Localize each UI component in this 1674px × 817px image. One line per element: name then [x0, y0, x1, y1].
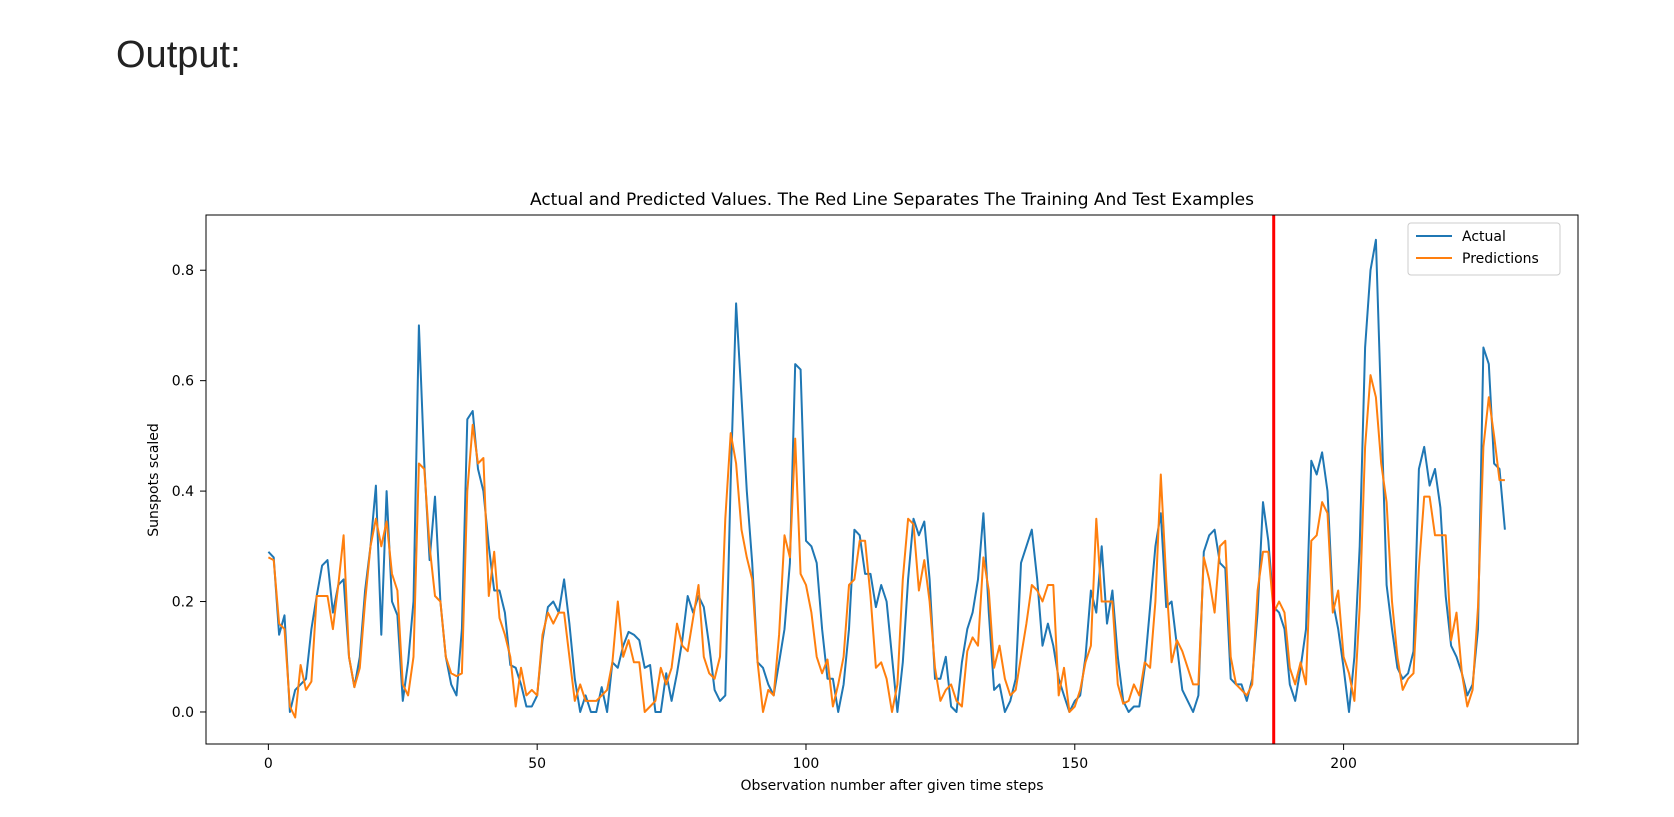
y-tick-label: 0.0 — [172, 705, 194, 721]
x-axis-ticks: 0 50 100 150 200 — [264, 744, 1357, 772]
slide-heading: Output: — [116, 34, 241, 76]
y-tick-label: 0.6 — [172, 374, 194, 390]
plot-frame — [205, 214, 1579, 745]
x-tick-label: 0 — [264, 756, 273, 772]
series-line-actual — [267, 238, 1506, 713]
x-tick-label: 100 — [793, 756, 820, 772]
x-tick-label: 150 — [1061, 756, 1088, 772]
x-tick-label: 200 — [1330, 756, 1357, 772]
y-tick-label: 0.8 — [172, 263, 194, 279]
legend-label-predictions: Predictions — [1462, 251, 1539, 267]
series-line-predictions — [267, 374, 1505, 719]
y-tick-label: 0.4 — [172, 484, 194, 500]
chart-title: Actual and Predicted Values. The Red Lin… — [530, 190, 1254, 210]
x-axis-label: Observation number after given time step… — [740, 778, 1043, 794]
series-lines — [267, 238, 1506, 719]
legend: Actual Predictions — [1407, 222, 1561, 276]
y-axis-label: Sunspots scaled — [146, 423, 162, 537]
x-tick-label: 50 — [528, 756, 546, 772]
y-axis-ticks: 0.0 0.2 0.4 0.6 0.8 — [172, 263, 206, 721]
legend-label-actual: Actual — [1462, 229, 1506, 245]
y-tick-label: 0.2 — [172, 595, 194, 611]
